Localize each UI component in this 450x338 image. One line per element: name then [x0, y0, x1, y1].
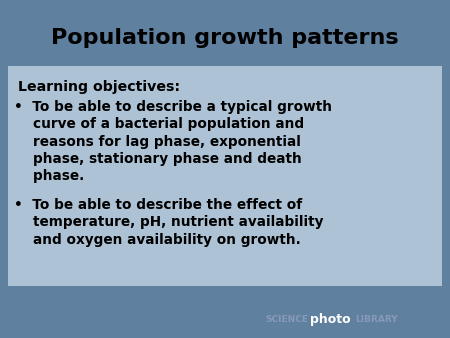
- Text: •  To be able to describe a typical growth
    curve of a bacterial population a: • To be able to describe a typical growt…: [14, 100, 332, 183]
- Text: LIBRARY: LIBRARY: [355, 315, 398, 324]
- Text: photo: photo: [310, 314, 351, 327]
- Text: SCIENCE: SCIENCE: [265, 315, 308, 324]
- FancyBboxPatch shape: [8, 66, 442, 286]
- Text: Learning objectives:: Learning objectives:: [18, 80, 180, 94]
- Text: •  To be able to describe the effect of
    temperature, pH, nutrient availabili: • To be able to describe the effect of t…: [14, 198, 324, 247]
- Text: Population growth patterns: Population growth patterns: [51, 28, 399, 48]
